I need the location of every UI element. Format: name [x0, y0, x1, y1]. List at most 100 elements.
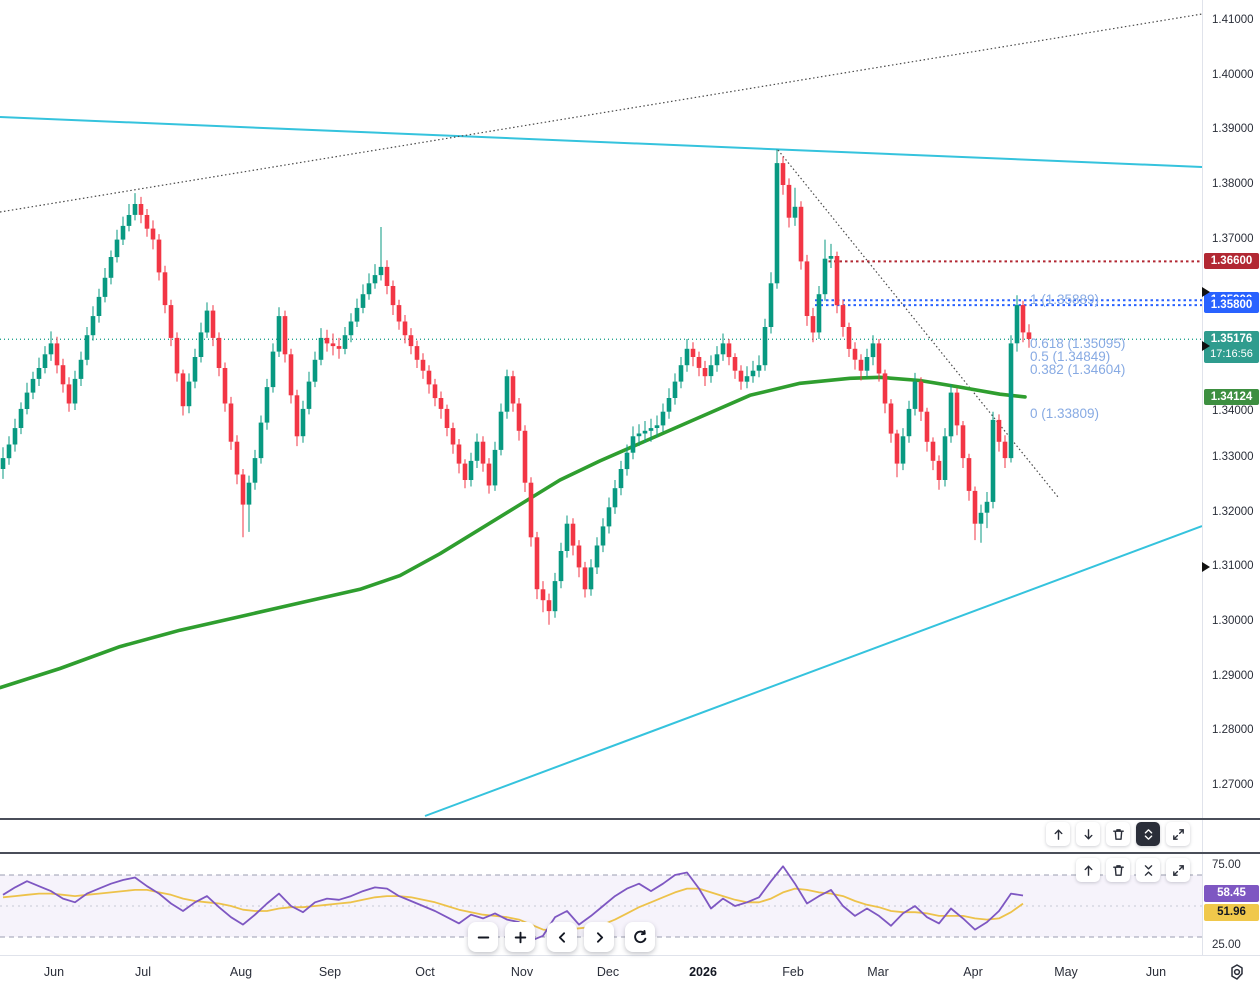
reset-view-button[interactable] — [625, 922, 655, 952]
price-axis-label: 1.30000 — [1212, 615, 1254, 628]
candle — [462, 459, 468, 489]
candle — [6, 436, 12, 465]
pane-separator[interactable] — [0, 852, 1260, 854]
candle — [660, 403, 666, 432]
candle — [18, 402, 24, 435]
candle — [312, 351, 318, 388]
price-axis-label: 1.29000 — [1212, 669, 1254, 682]
candle — [942, 428, 948, 487]
candle — [138, 196, 144, 224]
candle — [498, 403, 504, 456]
candle — [480, 436, 486, 472]
candle — [726, 339, 732, 366]
move-pane-up-icon — [1054, 829, 1062, 840]
scroll-left-button[interactable] — [547, 922, 577, 952]
candle — [936, 455, 942, 490]
delete-pane-button[interactable] — [1106, 858, 1130, 882]
fib-level-label[interactable]: 1 (1.35889) — [1030, 292, 1100, 308]
candle — [822, 239, 828, 301]
candle — [216, 332, 222, 377]
price-axis-label: 1.38000 — [1212, 177, 1254, 190]
candle — [774, 149, 780, 289]
zoom-out-icon — [477, 936, 489, 938]
candle — [528, 477, 534, 547]
candle — [288, 348, 294, 404]
upper-channel-line[interactable] — [0, 116, 1202, 168]
candle — [522, 425, 528, 492]
candle — [966, 453, 972, 501]
price-marker-arrow-icon — [1202, 562, 1210, 572]
candle — [888, 399, 894, 443]
candle — [126, 204, 132, 232]
candle — [834, 251, 840, 314]
move-pane-down-icon — [1084, 828, 1092, 839]
candle — [96, 288, 102, 323]
price-axis-label: 1.27000 — [1212, 778, 1254, 791]
scroll-right-button[interactable] — [584, 922, 614, 952]
move-pane-down-button[interactable] — [1076, 822, 1100, 846]
maximize-pane-button[interactable] — [1166, 822, 1190, 846]
moving-average-line[interactable] — [0, 375, 1027, 690]
candle — [720, 333, 726, 361]
candle — [72, 370, 78, 410]
candle — [1026, 324, 1032, 348]
axis-settings-icon[interactable] — [1224, 960, 1250, 984]
candle — [468, 452, 474, 487]
candle — [348, 313, 354, 343]
candle — [816, 286, 822, 339]
candle — [420, 353, 426, 379]
fib-level-label[interactable]: 0.5 (1.34849) — [1030, 349, 1111, 365]
candle — [210, 305, 216, 347]
price-axis[interactable]: 1.41000 1.40000 1.39000 1.38000 1.37000 1.330… — [1202, 0, 1260, 955]
pane-separator[interactable] — [0, 818, 1260, 820]
candle — [972, 486, 978, 541]
restore-pane-button[interactable] — [1136, 822, 1160, 846]
rsi-ma-line[interactable] — [2, 887, 1024, 932]
candle — [66, 377, 72, 412]
maximize-pane-button[interactable] — [1166, 858, 1190, 882]
zoom-out-button[interactable] — [468, 922, 498, 952]
candle — [474, 433, 480, 468]
delete-pane-button[interactable] — [1106, 822, 1130, 846]
candle — [984, 492, 990, 529]
time-axis-label: Dec — [596, 965, 620, 979]
candle — [258, 415, 264, 464]
fib-level-label[interactable]: 0 (1.33809) — [1030, 405, 1100, 421]
zoom-in-button[interactable] — [505, 922, 535, 952]
time-axis[interactable]: Jun Jul Aug Sep Oct Nov Dec 2026 Feb Mar Apr May Jun — [0, 955, 1260, 989]
move-pane-up-button[interactable] — [1046, 822, 1070, 846]
rsi-value-badge: 58.45 — [1204, 885, 1259, 902]
lower-channel-line[interactable] — [424, 525, 1202, 817]
candle — [318, 328, 324, 366]
candle — [948, 384, 954, 443]
main-price-chart[interactable]: 1 (1.35889) 0.618 (1.35095) 0.5 (1.34849) 0… — [0, 0, 1202, 818]
candle — [432, 378, 438, 407]
fib-level-label[interactable]: 0.618 (1.35095) — [1030, 335, 1126, 351]
price-axis-label: 1.39000 — [1212, 123, 1254, 136]
candle — [636, 424, 642, 447]
rsi-line[interactable] — [2, 865, 1024, 942]
collapse-pane-button[interactable] — [1136, 858, 1160, 882]
main-chart-canvas[interactable] — [0, 0, 1202, 818]
time-axis-label: Jun — [43, 965, 65, 979]
price-axis-label: 1.28000 — [1212, 724, 1254, 737]
candle — [996, 414, 1002, 452]
candle — [252, 449, 258, 490]
rising-dotted-line[interactable] — [0, 13, 1202, 213]
move-pane-up-button[interactable] — [1076, 858, 1100, 882]
price-axis-label: 1.37000 — [1212, 232, 1254, 245]
time-axis-label: 2026 — [689, 965, 717, 979]
candle — [168, 299, 174, 347]
candle — [582, 561, 588, 598]
candle — [702, 360, 708, 386]
time-axis-label: Mar — [867, 965, 889, 979]
candle — [924, 407, 930, 452]
candle — [918, 377, 924, 421]
fib-level-label[interactable]: 0.382 (1.34604) — [1030, 362, 1126, 378]
price-axis-label-hidden: 1.34000 — [1212, 405, 1254, 418]
candle — [678, 357, 684, 389]
candle — [894, 429, 900, 478]
candle — [714, 346, 720, 372]
candle — [0, 447, 6, 479]
candle — [510, 370, 516, 412]
